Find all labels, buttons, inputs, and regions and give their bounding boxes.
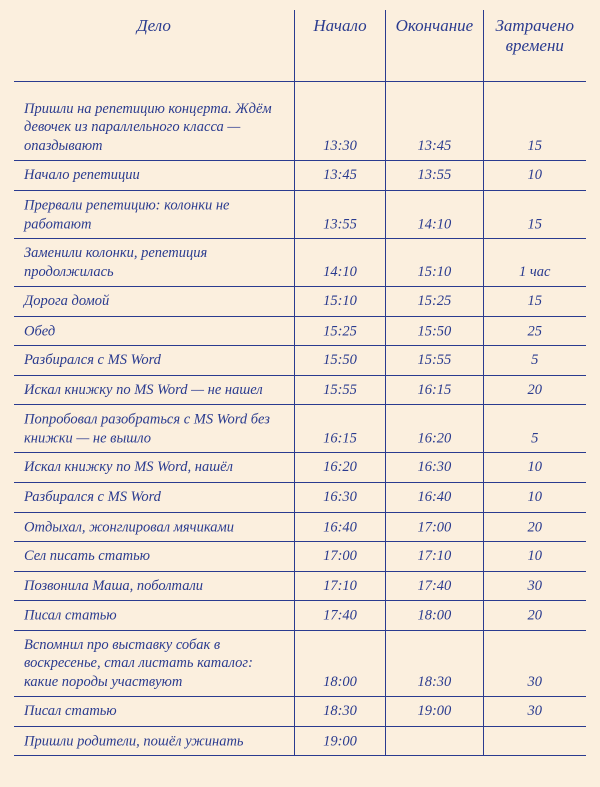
cell-duration: 10 bbox=[483, 161, 586, 191]
cell-duration: 20 bbox=[483, 601, 586, 631]
cell-duration: 30 bbox=[483, 630, 586, 697]
header-task: Дело bbox=[14, 10, 294, 81]
cell-duration: 15 bbox=[483, 191, 586, 239]
table-row: Искал книжку по MS Word — не нашел15:551… bbox=[14, 375, 586, 405]
cell-end: 17:40 bbox=[386, 571, 483, 601]
cell-task: Разбирался с MS Word bbox=[14, 346, 294, 376]
cell-end: 19:00 bbox=[386, 697, 483, 727]
cell-end: 15:55 bbox=[386, 346, 483, 376]
cell-start: 13:30 bbox=[294, 81, 386, 161]
table-row: Пришли на репетицию концерта. Ждём девоч… bbox=[14, 81, 586, 161]
table-row: Дорога домой15:1015:2515 bbox=[14, 287, 586, 317]
cell-duration: 20 bbox=[483, 512, 586, 542]
cell-end: 15:25 bbox=[386, 287, 483, 317]
cell-end: 18:30 bbox=[386, 630, 483, 697]
timesheet-table: Дело Начало Окончание Затрачено времени … bbox=[14, 10, 586, 756]
cell-duration: 20 bbox=[483, 375, 586, 405]
table-row: Начало репетиции13:4513:5510 bbox=[14, 161, 586, 191]
cell-task: Разбирался с MS Word bbox=[14, 482, 294, 512]
cell-start: 17:00 bbox=[294, 541, 386, 571]
cell-start: 15:55 bbox=[294, 375, 386, 405]
cell-start: 17:40 bbox=[294, 601, 386, 631]
cell-end: 13:45 bbox=[386, 81, 483, 161]
cell-start: 14:10 bbox=[294, 238, 386, 286]
cell-start: 16:30 bbox=[294, 482, 386, 512]
table-row: Разбирался с MS Word16:3016:4010 bbox=[14, 482, 586, 512]
cell-end: 13:55 bbox=[386, 161, 483, 191]
cell-end: 16:40 bbox=[386, 482, 483, 512]
cell-end: 16:15 bbox=[386, 375, 483, 405]
table-row: Вспомнил про выставку собак в воскресень… bbox=[14, 630, 586, 697]
cell-duration: 30 bbox=[483, 571, 586, 601]
cell-task: Писал статью bbox=[14, 697, 294, 727]
cell-start: 16:20 bbox=[294, 453, 386, 483]
cell-end: 14:10 bbox=[386, 191, 483, 239]
cell-task: Позвонила Маша, поболтали bbox=[14, 571, 294, 601]
cell-start: 19:00 bbox=[294, 727, 386, 757]
cell-task: Вспомнил про выставку собак в воскресень… bbox=[14, 630, 294, 697]
cell-task: Прервали репетицию: колонки не работают bbox=[14, 191, 294, 239]
table-row: Сел писать статью17:0017:1010 bbox=[14, 542, 586, 572]
timesheet: Дело Начало Окончание Затрачено времени … bbox=[0, 0, 600, 787]
table-row: Отдыхал, жонглировал мячиками16:4017:002… bbox=[14, 512, 586, 542]
cell-start: 13:45 bbox=[294, 161, 386, 191]
table-row: Пришли родители, пошёл ужинать19:00 bbox=[14, 726, 586, 756]
cell-duration: 25 bbox=[483, 317, 586, 347]
table-row: Писал статью18:3019:0030 bbox=[14, 697, 586, 727]
cell-task: Начало репетиции bbox=[14, 161, 294, 191]
cell-end: 16:30 bbox=[386, 453, 483, 483]
cell-start: 16:40 bbox=[294, 512, 386, 542]
cell-task: Заменили колонки, репетиция продолжилась bbox=[14, 238, 294, 286]
table-row: Прервали репетицию: колонки не работают1… bbox=[14, 190, 586, 238]
table-row: Искал книжку по MS Word, нашёл16:2016:30… bbox=[14, 453, 586, 483]
table-row: Разбирался с MS Word15:5015:555 bbox=[14, 346, 586, 376]
cell-duration: 10 bbox=[483, 453, 586, 483]
cell-end: 17:10 bbox=[386, 541, 483, 571]
cell-duration: 10 bbox=[483, 482, 586, 512]
cell-end: 15:10 bbox=[386, 238, 483, 286]
cell-start: 18:30 bbox=[294, 697, 386, 727]
cell-end: 17:00 bbox=[386, 512, 483, 542]
cell-start: 17:10 bbox=[294, 571, 386, 601]
header-end: Окончание bbox=[386, 10, 483, 81]
cell-duration bbox=[483, 727, 586, 757]
cell-end: 16:20 bbox=[386, 405, 483, 453]
table-row: Попробовал разобраться с MS Word без кни… bbox=[14, 405, 586, 453]
cell-start: 15:25 bbox=[294, 317, 386, 347]
cell-start: 15:50 bbox=[294, 346, 386, 376]
cell-end: 15:50 bbox=[386, 317, 483, 347]
cell-task: Отдыхал, жонглировал мячиками bbox=[14, 512, 294, 542]
header-row: Дело Начало Окончание Затрачено времени bbox=[14, 10, 586, 81]
cell-task: Дорога домой bbox=[14, 287, 294, 317]
cell-duration: 15 bbox=[483, 287, 586, 317]
cell-duration: 15 bbox=[483, 81, 586, 161]
cell-start: 16:15 bbox=[294, 405, 386, 453]
cell-start: 15:10 bbox=[294, 287, 386, 317]
cell-task: Обед bbox=[14, 317, 294, 347]
table-row: Позвонила Маша, поболтали17:1017:4030 bbox=[14, 571, 586, 601]
table-row: Обед15:2515:5025 bbox=[14, 316, 586, 346]
cell-duration: 5 bbox=[483, 405, 586, 453]
cell-task: Пришли на репетицию концерта. Ждём девоч… bbox=[14, 81, 294, 161]
cell-duration: 10 bbox=[483, 541, 586, 571]
cell-end bbox=[386, 727, 483, 757]
cell-end: 18:00 bbox=[386, 601, 483, 631]
cell-task: Сел писать статью bbox=[14, 541, 294, 571]
cell-task: Искал книжку по MS Word, нашёл bbox=[14, 453, 294, 483]
cell-duration: 5 bbox=[483, 346, 586, 376]
cell-duration: 1 час bbox=[483, 238, 586, 286]
cell-task: Писал статью bbox=[14, 601, 294, 631]
table-row: Заменили колонки, репетиция продолжилась… bbox=[14, 239, 586, 287]
timesheet-body: Пришли на репетицию концерта. Ждём девоч… bbox=[14, 81, 586, 756]
header-duration: Затрачено времени bbox=[483, 10, 586, 81]
cell-task: Пришли родители, пошёл ужинать bbox=[14, 727, 294, 757]
cell-duration: 30 bbox=[483, 697, 586, 727]
header-start: Начало bbox=[294, 10, 386, 81]
cell-start: 13:55 bbox=[294, 191, 386, 239]
table-row: Писал статью17:4018:0020 bbox=[14, 601, 586, 631]
cell-task: Попробовал разобраться с MS Word без кни… bbox=[14, 405, 294, 453]
cell-task: Искал книжку по MS Word — не нашел bbox=[14, 375, 294, 405]
cell-start: 18:00 bbox=[294, 630, 386, 697]
